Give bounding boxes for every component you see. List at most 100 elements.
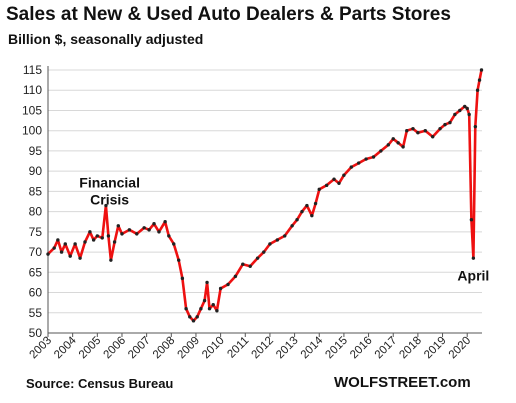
- y-tick-label: 75: [29, 225, 43, 239]
- x-tick-label: 2013: [274, 335, 301, 362]
- data-point: [469, 218, 474, 222]
- y-tick-label: 65: [29, 265, 43, 279]
- data-point: [142, 226, 146, 230]
- data-point: [379, 149, 383, 153]
- x-tick-label: 2018: [397, 335, 424, 362]
- data-point: [241, 262, 245, 266]
- data-point: [337, 181, 341, 185]
- data-point: [443, 122, 447, 127]
- data-point: [152, 222, 156, 226]
- y-tick-label: 55: [29, 306, 43, 320]
- data-point: [188, 315, 192, 319]
- data-point: [63, 242, 67, 246]
- data-point: [467, 112, 471, 117]
- x-tick-label: 2017: [373, 335, 400, 362]
- x-tick-label: 2015: [323, 335, 350, 362]
- x-tick-label: 2006: [102, 335, 129, 362]
- x-tick-label: 2014: [299, 334, 326, 361]
- data-point: [423, 128, 427, 133]
- data-point: [104, 203, 108, 208]
- data-point: [100, 236, 104, 240]
- data-point: [332, 177, 336, 181]
- data-point: [453, 112, 457, 117]
- data-point: [342, 173, 346, 177]
- x-tick-label: 2012: [249, 335, 276, 362]
- data-point: [68, 254, 72, 258]
- data-point: [317, 187, 321, 192]
- data-point: [471, 256, 476, 260]
- x-tick-label: 2005: [77, 335, 104, 362]
- source-note: Source: Census Bureau: [26, 376, 174, 391]
- data-point: [191, 319, 196, 323]
- data-point: [95, 234, 100, 238]
- annotation-text: Crisis: [90, 191, 129, 207]
- x-tick-label: 2008: [151, 335, 178, 362]
- data-point: [195, 315, 199, 319]
- data-point: [207, 307, 212, 311]
- data-point: [52, 246, 56, 250]
- data-point: [202, 298, 207, 303]
- data-point: [56, 238, 60, 242]
- y-tick-label: 100: [22, 124, 42, 138]
- data-point: [458, 108, 462, 113]
- data-point: [405, 128, 409, 133]
- data-point: [83, 240, 87, 244]
- data-point: [391, 137, 395, 141]
- data-point: [463, 104, 467, 109]
- data-point: [59, 250, 64, 254]
- data-point: [324, 183, 329, 188]
- data-point: [473, 124, 478, 129]
- data-point: [416, 131, 420, 135]
- data-point: [477, 78, 482, 82]
- y-tick-label: 115: [23, 63, 42, 77]
- chart-title: Sales at New & Used Auto Dealers & Parts…: [6, 4, 451, 25]
- data-point: [218, 286, 223, 291]
- data-point: [199, 307, 203, 311]
- data-point: [167, 234, 171, 238]
- data-point: [106, 234, 111, 238]
- marker-layer: [46, 68, 484, 323]
- data-point: [310, 213, 314, 218]
- x-tick-label: 2019: [422, 335, 449, 362]
- data-point: [78, 256, 82, 260]
- data-point: [295, 218, 299, 222]
- data-point: [268, 242, 272, 246]
- data-point: [396, 141, 400, 145]
- y-tick-label: 110: [23, 83, 42, 97]
- data-point: [205, 280, 209, 285]
- data-point: [116, 224, 120, 228]
- x-tick-label: 2004: [52, 334, 79, 361]
- data-point: [401, 145, 405, 149]
- data-point: [386, 143, 390, 147]
- y-tick-label: 60: [29, 286, 43, 300]
- x-tick-label: 2007: [126, 335, 153, 362]
- data-point: [275, 238, 280, 242]
- data-point: [479, 68, 484, 72]
- data-point: [88, 230, 92, 234]
- data-point: [46, 252, 50, 256]
- annotation-text: April: [457, 267, 489, 283]
- data-point: [411, 126, 415, 131]
- data-point: [215, 309, 219, 313]
- y-tick-label: 95: [29, 144, 43, 158]
- data-point: [120, 232, 124, 236]
- data-point: [357, 161, 361, 165]
- x-tick-label: 2010: [200, 335, 227, 362]
- y-tick-label: 70: [29, 245, 43, 259]
- data-point: [163, 220, 167, 224]
- data-point: [226, 282, 230, 287]
- x-tick-label: 2016: [348, 335, 375, 362]
- data-point: [349, 165, 354, 169]
- data-point: [127, 228, 132, 232]
- data-point: [73, 242, 77, 246]
- data-point: [290, 224, 294, 228]
- data-point: [364, 157, 368, 161]
- data-point: [147, 228, 151, 232]
- annotation-text: Financial: [79, 174, 140, 190]
- credit-note: WOLFSTREET.com: [334, 374, 471, 391]
- data-point: [184, 307, 188, 311]
- x-tick-label: 2020: [447, 335, 474, 362]
- data-point: [371, 155, 376, 159]
